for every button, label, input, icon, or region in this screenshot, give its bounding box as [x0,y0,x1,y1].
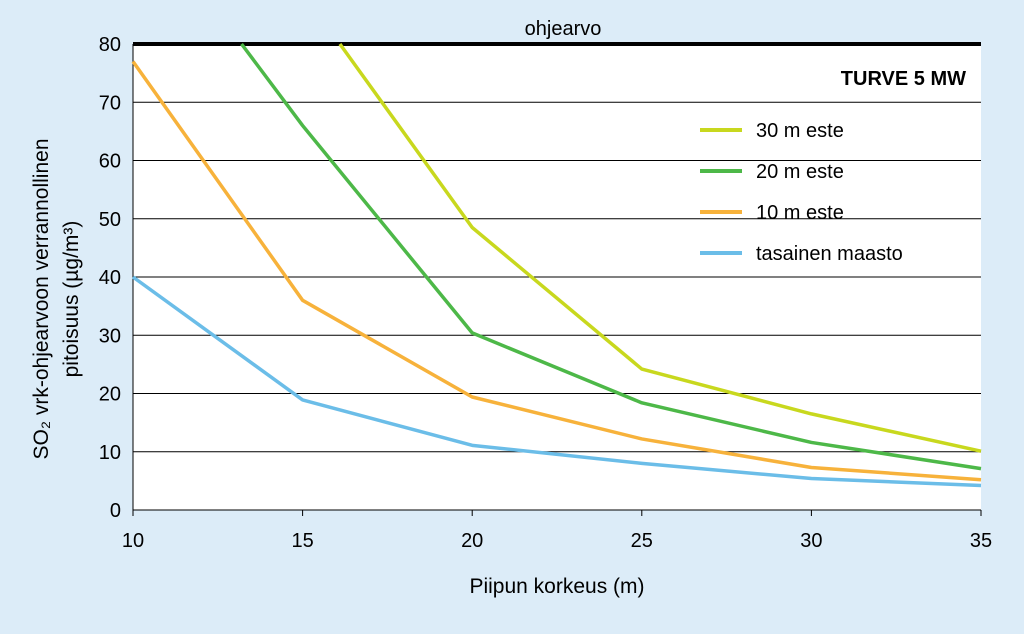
x-tick-label: 10 [122,530,144,552]
x-tick-label: 15 [291,530,313,552]
x-axis-title: Piipun korkeus (m) [469,575,644,598]
y-axis-title-line2: pitoisuus (µg/m³) [60,221,83,378]
x-tick-label: 30 [800,530,822,552]
legend-label: 20 m este [756,161,844,183]
legend-label: tasainen maasto [756,243,903,265]
y-tick-label: 0 [110,500,121,522]
legend-label: 10 m este [756,202,844,224]
series-line [131,275,982,488]
y-tick-label: 30 [99,325,121,347]
x-tick-label: 20 [461,530,483,552]
y-tick-label: 10 [99,442,121,464]
y-tick-label: 40 [99,267,121,289]
series-line [338,42,982,453]
y-tick-label: 20 [99,384,121,406]
x-tick-label: 35 [970,530,992,552]
y-tick-label: 50 [99,209,121,231]
legend-label: 30 m este [756,120,844,142]
y-tick-label: 70 [99,92,121,114]
series-line [131,60,982,482]
y-axis-title-line1: SO₂ vrk-ohjearvoon verrannollinen [30,139,53,460]
x-tick-label: 25 [631,530,653,552]
y-tick-label: 60 [99,151,121,173]
series-line [240,42,982,471]
reference-line-label: ohjearvo [525,18,602,40]
y-tick-label: 80 [99,34,121,56]
chart-title: TURVE 5 MW [841,68,966,90]
